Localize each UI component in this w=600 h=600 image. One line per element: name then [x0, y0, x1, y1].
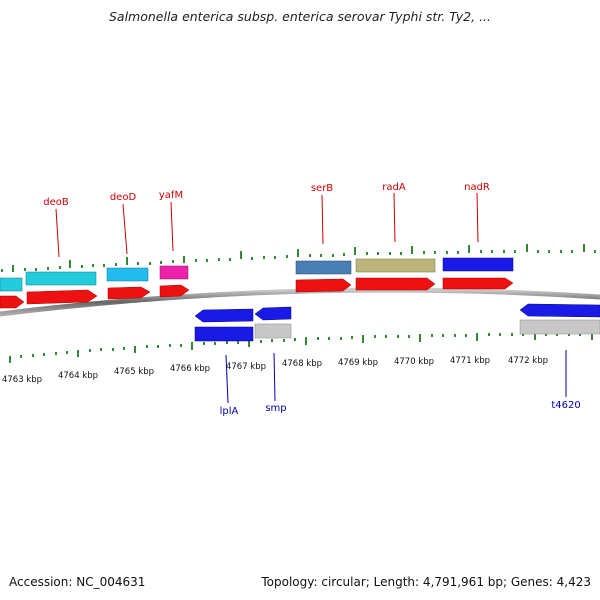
gene-bar-nadR[interactable]	[442, 257, 514, 272]
gene-bar-partial[interactable]	[0, 277, 23, 292]
gene-arrow-radA[interactable]	[355, 277, 436, 291]
gene-label-t4620[interactable]: t4620	[551, 400, 580, 411]
map-title: Salmonella enterica subsp. enterica sero…	[108, 9, 492, 24]
gene-label-nadR[interactable]: nadR	[464, 182, 490, 193]
genome-summary-text: Topology: circular; Length: 4,791,961 bp…	[261, 575, 591, 589]
gene-bar-lplA[interactable]	[194, 326, 254, 342]
gene-bar-smp[interactable]	[254, 323, 292, 339]
forward-leaders	[55, 192, 479, 258]
forward-gene-labels: deoB deoD yafM serB radA nadR	[43, 182, 490, 208]
ruler-label: 4763 kbp	[2, 375, 42, 385]
upper-tick-row	[1, 244, 596, 272]
ruler-labels: 4763 kbp 4764 kbp 4765 kbp 4766 kbp 4767…	[2, 356, 548, 385]
ruler-label: 4767 kbp	[226, 362, 266, 372]
gene-arrow-deoB[interactable]	[26, 289, 98, 305]
gene-bar-radA[interactable]	[355, 258, 436, 273]
forward-cog-row	[0, 257, 514, 292]
gene-bar-t4620[interactable]	[519, 319, 600, 335]
gene-label-smp[interactable]: smp	[265, 403, 286, 414]
gene-arrow-t4620[interactable]	[519, 303, 600, 318]
ruler-label: 4771 kbp	[450, 356, 490, 366]
gene-label-radA[interactable]: radA	[382, 182, 406, 193]
ruler-label: 4765 kbp	[114, 367, 154, 377]
gene-label-deoD[interactable]: deoD	[110, 192, 137, 203]
gene-arrow-smp[interactable]	[254, 306, 292, 321]
gene-arrow-partial[interactable]	[0, 295, 25, 309]
ruler-label: 4764 kbp	[58, 371, 98, 381]
gene-label-deoB[interactable]: deoB	[43, 197, 69, 208]
reverse-arrow-row	[194, 303, 600, 323]
gene-bar-serB[interactable]	[295, 260, 352, 275]
ruler-label: 4770 kbp	[394, 357, 434, 367]
gene-arrow-yafM[interactable]	[159, 284, 190, 298]
ruler-label: 4772 kbp	[508, 356, 548, 366]
accession-text: Accession: NC_004631	[9, 575, 146, 589]
gene-arrow-lplA[interactable]	[194, 308, 254, 323]
gene-bar-deoD[interactable]	[106, 267, 149, 282]
reverse-gene-labels: lplA smp t4620	[220, 400, 581, 417]
gene-label-yafM[interactable]: yafM	[159, 190, 183, 201]
gene-arrow-deoD[interactable]	[107, 286, 151, 300]
reverse-cog-row	[194, 319, 600, 342]
gene-arrow-serB[interactable]	[295, 278, 352, 293]
gene-arrow-nadR[interactable]	[442, 277, 514, 290]
ruler-label: 4768 kbp	[282, 359, 322, 369]
gene-bar-deoB[interactable]	[25, 271, 97, 286]
gene-label-serB[interactable]: serB	[311, 183, 333, 194]
forward-arrow-row	[0, 277, 514, 309]
gene-label-lplA[interactable]: lplA	[220, 406, 239, 417]
gene-bar-yafM[interactable]	[159, 265, 189, 280]
ruler-label: 4766 kbp	[170, 364, 210, 374]
ruler-label: 4769 kbp	[338, 358, 378, 368]
reverse-leaders	[225, 350, 567, 404]
